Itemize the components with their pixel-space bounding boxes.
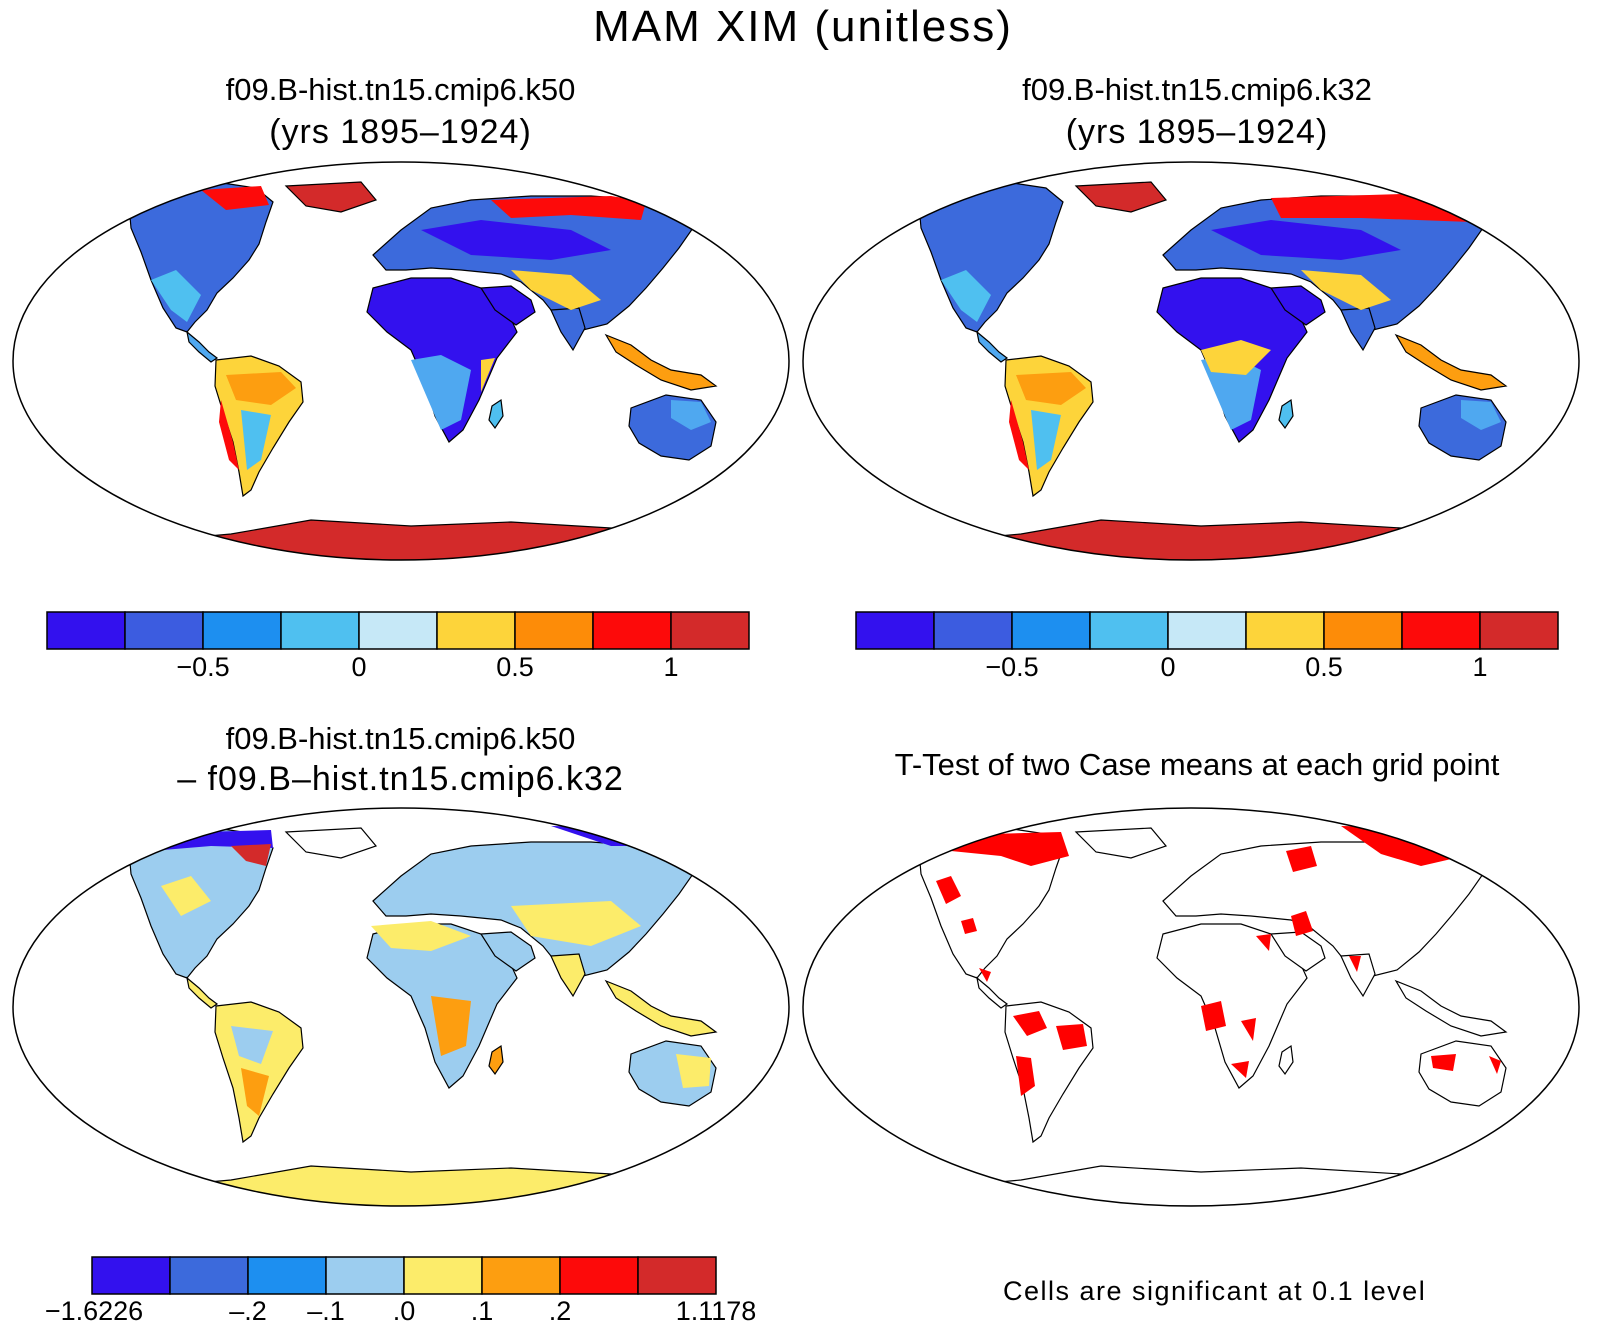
colorbar-top-right-tick: −0.5 — [985, 652, 1039, 682]
colorbar-bottom-tick: −1.6226 — [44, 1296, 144, 1326]
colorbar-top-left-tick: −0.5 — [176, 652, 230, 682]
colorbar-top-left-swatch — [124, 611, 204, 650]
colorbar-top-right-swatch — [933, 611, 1013, 650]
colorbar-top-left-tick: 0.5 — [496, 652, 534, 682]
colorbar-top-right-tick: 0.5 — [1305, 652, 1343, 682]
colorbar-bottom-tick: .0 — [392, 1296, 416, 1326]
colorbar-top-left-swatch — [202, 611, 282, 650]
colorbar-top-right-swatch — [1323, 611, 1403, 650]
colorbar-top-left — [46, 611, 750, 650]
colorbar-top-right-swatch — [855, 611, 935, 650]
colorbar-top-left-tick: 0 — [351, 652, 367, 682]
map-bottom-right — [802, 807, 1580, 1207]
colorbar-bottom-tick: –.1 — [307, 1296, 345, 1326]
map-bottom-left — [12, 807, 790, 1207]
colorbar-bottom-swatch — [481, 1256, 561, 1295]
panel-tr-title: f09.B-hist.tn15.cmip6.k32 — [1022, 72, 1372, 107]
colorbar-top-right-tick: 0 — [1160, 652, 1176, 682]
colorbar-top-right-swatch — [1401, 611, 1481, 650]
colorbar-bottom-tick: 1.1178 — [675, 1296, 757, 1326]
colorbar-bottom-tick: –.2 — [229, 1296, 267, 1326]
map-top-left — [12, 161, 790, 561]
colorbar-bottom — [91, 1256, 717, 1295]
colorbar-bottom-swatch — [637, 1256, 717, 1295]
colorbar-top-left-swatch — [436, 611, 516, 650]
colorbar-top-right — [855, 611, 1559, 650]
colorbar-bottom-swatch — [169, 1256, 249, 1295]
colorbar-top-left-swatch — [592, 611, 672, 650]
colorbar-bottom-swatch — [325, 1256, 405, 1295]
colorbar-top-right-tick: 1 — [1472, 652, 1488, 682]
colorbar-top-left-swatch — [280, 611, 360, 650]
figure-title: MAM XIM (unitless) — [593, 2, 1013, 51]
colorbar-top-left-tick: 1 — [663, 652, 679, 682]
colorbar-bottom-swatch — [559, 1256, 639, 1295]
colorbar-bottom-tick: .2 — [548, 1296, 572, 1326]
colorbar-top-right-swatch — [1245, 611, 1325, 650]
colorbar-top-right-swatch — [1167, 611, 1247, 650]
colorbar-bottom-tick: .1 — [470, 1296, 494, 1326]
panel-tl-subtitle: (yrs 1895–1924) — [269, 113, 532, 151]
colorbar-top-left-swatch — [46, 611, 126, 650]
colorbar-top-left-swatch — [514, 611, 594, 650]
panel-bl-title: f09.B-hist.tn15.cmip6.k50 — [225, 721, 576, 756]
colorbar-top-left-swatch — [670, 611, 750, 650]
colorbar-bottom-swatch — [247, 1256, 327, 1295]
panel-br-title: T-Test of two Case means at each grid po… — [894, 747, 1500, 782]
colorbar-bottom-swatch — [91, 1256, 171, 1295]
colorbar-top-right-swatch — [1011, 611, 1091, 650]
significance-note: Cells are significant at 0.1 level — [1003, 1276, 1427, 1306]
panel-tl-title: f09.B-hist.tn15.cmip6.k50 — [225, 72, 576, 107]
panel-tr-subtitle: (yrs 1895–1924) — [1065, 113, 1329, 151]
colorbar-top-right-swatch — [1089, 611, 1169, 650]
panel-bl-subtitle: – f09.B–hist.tn15.cmip6.k32 — [177, 760, 624, 798]
colorbar-top-right-swatch — [1479, 611, 1559, 650]
colorbar-bottom-swatch — [403, 1256, 483, 1295]
map-top-right — [802, 161, 1580, 561]
